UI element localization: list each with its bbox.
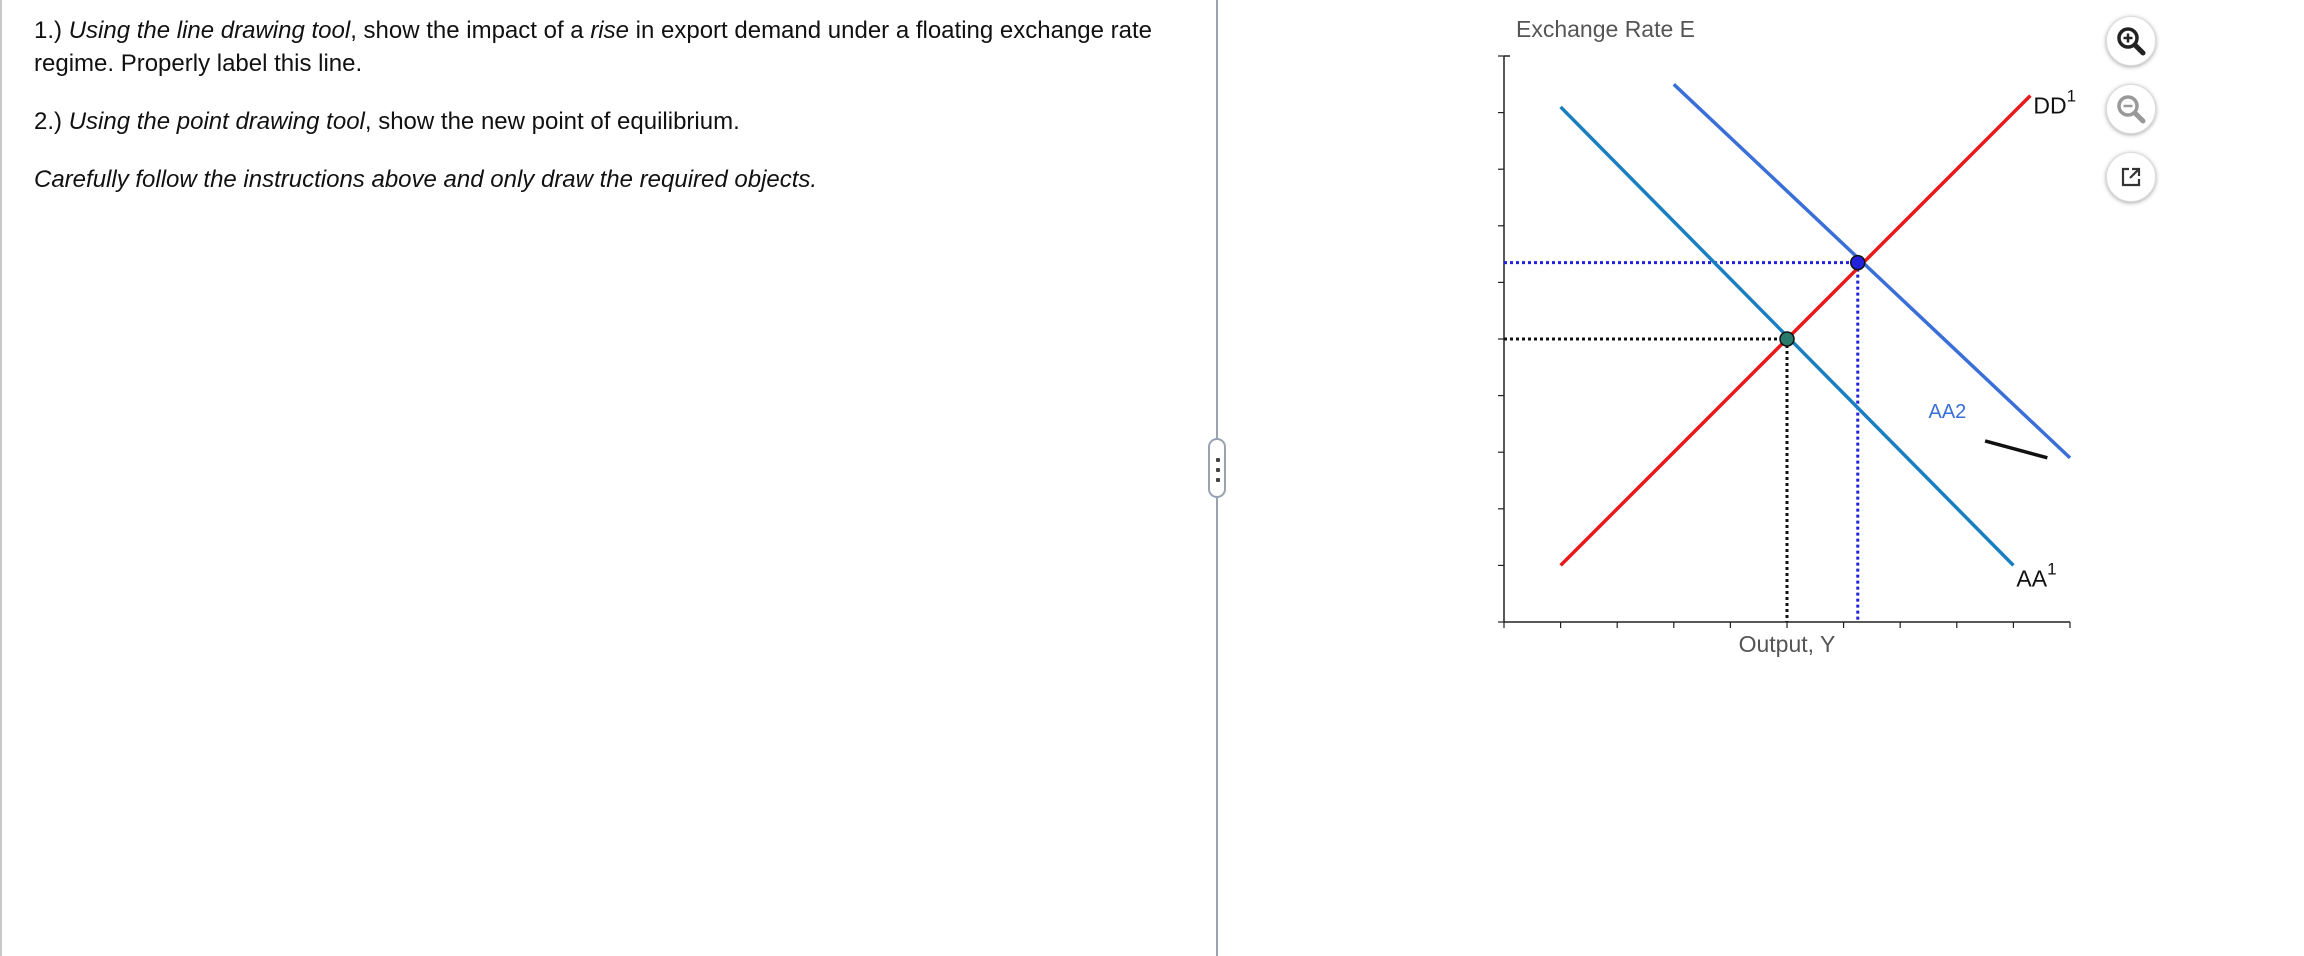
question-2: 2.) Using the point drawing tool, show t… [34, 108, 740, 135]
label-AA2: AA2 [1929, 401, 1967, 423]
line-AA2 [1672, 83, 2072, 460]
guides [1504, 261, 1860, 622]
question-1: 1.) Using the line drawing tool, show th… [34, 17, 1153, 77]
zoom-out-icon [2117, 95, 2146, 124]
label-DD-sup: 1 [2067, 87, 2076, 106]
zoom-out-button[interactable] [2106, 84, 2156, 134]
equilibrium-points [1779, 254, 1866, 347]
external-link-icon [2121, 167, 2141, 187]
zoom-in-icon [2117, 27, 2146, 56]
stray-segment [1984, 439, 2048, 460]
labels: Exchange Rate E Output, Y DD1 AA1 AA2 [1516, 16, 2076, 657]
graph-area[interactable]: Exchange Rate E Output, Y DD1 AA1 AA2 [1440, 0, 2140, 700]
x-axis-label: Output, Y [1739, 631, 1836, 657]
popout-button[interactable] [2106, 152, 2156, 202]
instructions: 1.) Using the line drawing tool, show th… [34, 14, 1174, 221]
equilibrium-original-point [1779, 331, 1795, 347]
left-border [0, 0, 2, 956]
label-AA: AA1 [2016, 559, 2056, 591]
y-axis-label: Exchange Rate E [1516, 16, 1695, 42]
equilibrium-new-point [1850, 254, 1866, 271]
label-AA-sup: 1 [2047, 559, 2056, 578]
zoom-in-button[interactable] [2106, 16, 2156, 66]
label-DD: DD1 [2033, 87, 2076, 119]
line-DD [1559, 94, 2032, 567]
series-lines [1559, 83, 2072, 567]
resize-handle[interactable] [1208, 438, 1226, 498]
instruction-note: Carefully follow the instructions above … [34, 166, 818, 193]
